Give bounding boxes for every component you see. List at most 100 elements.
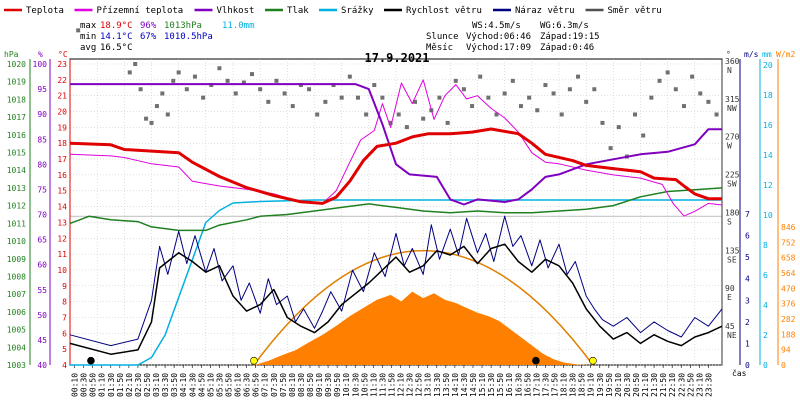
direction-degree-label: 360 bbox=[725, 57, 740, 66]
x-tick-label: 12:10 bbox=[397, 373, 406, 397]
wind-direction-point bbox=[133, 62, 138, 66]
x-tick-label: 22:50 bbox=[686, 373, 695, 397]
solar-tick-label: 282 bbox=[781, 315, 796, 324]
x-tick-label: 16:50 bbox=[523, 373, 532, 397]
x-tick-label: 13:30 bbox=[433, 373, 442, 397]
wind-direction-point bbox=[171, 78, 176, 83]
legend-label: Vlhkost bbox=[217, 6, 255, 16]
x-tick-label: 23:10 bbox=[695, 373, 704, 397]
sun-moon-block: WS:4.5m/s WG:6.3m/s Slunce Východ:06:46 … bbox=[426, 21, 600, 53]
x-tick-label: 08:50 bbox=[306, 373, 315, 397]
wind-speed-tick-label: 1 bbox=[745, 339, 750, 348]
stat-min-temp: 14.1°C bbox=[100, 32, 133, 42]
x-tick-label: 20:50 bbox=[632, 373, 641, 397]
x-tick-label: 02:10 bbox=[125, 373, 134, 397]
wind-direction-point bbox=[714, 112, 719, 117]
x-tick-label: 23:30 bbox=[704, 373, 713, 397]
x-tick-label: 06:10 bbox=[234, 373, 243, 397]
x-tick-label: 03:50 bbox=[170, 373, 179, 397]
wind-direction-point bbox=[673, 87, 678, 92]
wind-direction-point bbox=[201, 95, 206, 100]
wind-direction-point bbox=[266, 99, 271, 104]
stat-max-press: 1013hPa bbox=[164, 21, 202, 31]
pressure-tick-label: 1018 bbox=[7, 95, 26, 104]
wind-direction-point bbox=[600, 120, 605, 125]
humidity-tick-label: 95 bbox=[37, 85, 47, 94]
wind-direction-point bbox=[149, 120, 154, 125]
unit-time: čas bbox=[732, 368, 747, 378]
stat-avg-label: avg bbox=[80, 43, 96, 53]
wind-direction-point bbox=[576, 74, 581, 79]
x-tick-label: 04:10 bbox=[179, 373, 188, 397]
wind-direction-point bbox=[355, 95, 360, 100]
temperature-tick-label: 11 bbox=[57, 250, 67, 259]
temperature-tick-label: 18 bbox=[57, 139, 67, 148]
unit-hpa: hPa bbox=[4, 50, 19, 59]
wind-direction-point bbox=[413, 99, 418, 104]
stat-min-press: 1010.5hPa bbox=[164, 32, 213, 42]
legend-label: Tlak bbox=[287, 6, 309, 16]
stat-max-temp: 18.9°C bbox=[100, 21, 133, 31]
pressure-tick-label: 1015 bbox=[7, 149, 26, 158]
rain-tick-label: 12 bbox=[763, 181, 773, 190]
sun-rise: Východ:06:46 bbox=[466, 32, 531, 42]
x-tick-label: 15:50 bbox=[496, 373, 505, 397]
wind-direction-point bbox=[665, 70, 670, 75]
temperature-tick-label: 22 bbox=[57, 76, 67, 85]
x-tick-label: 20:10 bbox=[614, 373, 623, 397]
wind-direction-point bbox=[144, 116, 149, 121]
direction-cardinal-label: SW bbox=[727, 180, 737, 189]
moon-label: Měsíc bbox=[426, 43, 453, 53]
rain-tick-label: 2 bbox=[763, 331, 768, 340]
direction-cardinal-label: S bbox=[727, 217, 732, 226]
legend-label: Teplota bbox=[26, 6, 64, 16]
stat-avg-temp: 16.5°C bbox=[100, 43, 133, 53]
humidity-tick-label: 65 bbox=[37, 236, 47, 245]
series-wind-speed-line bbox=[69, 243, 723, 355]
legend-label: Náraz větru bbox=[515, 6, 575, 16]
temperature-tick-label: 13 bbox=[57, 218, 67, 227]
pressure-tick-label: 1004 bbox=[7, 343, 26, 352]
x-tick-label: 07:50 bbox=[279, 373, 288, 397]
x-tick-label: 22:10 bbox=[668, 373, 677, 397]
direction-degree-label: 90 bbox=[725, 284, 735, 293]
sunrise-marker bbox=[250, 356, 258, 365]
temperature-tick-label: 12 bbox=[57, 234, 67, 243]
wind-direction-point bbox=[323, 99, 328, 104]
unit-labels: hPa % °C ° m/s mm W/m2 čas bbox=[4, 50, 795, 378]
stats-block: max 18.9°C 96% 1013hPa 11.0mm min 14.1°C… bbox=[80, 21, 255, 53]
humidity-tick-label: 100 bbox=[33, 60, 48, 69]
wind-direction-point bbox=[518, 104, 523, 109]
wind-direction-point bbox=[527, 95, 532, 100]
wind-direction-point bbox=[510, 78, 515, 83]
wind-direction-point bbox=[608, 146, 613, 151]
humidity-tick-label: 90 bbox=[37, 110, 47, 119]
series-ground-temp-line bbox=[69, 79, 723, 217]
wind-direction-point bbox=[274, 78, 279, 83]
wind-direction-point bbox=[138, 87, 143, 92]
moonrise-marker bbox=[532, 356, 540, 365]
wind-direction-point bbox=[307, 87, 312, 92]
sun-label: Slunce bbox=[426, 32, 459, 42]
solar-tick-label: 658 bbox=[781, 254, 796, 263]
x-tick-label: 03:10 bbox=[152, 373, 161, 397]
direction-cardinal-label: W bbox=[727, 142, 732, 151]
wind-direction-point bbox=[339, 95, 344, 100]
x-tick-label: 10:30 bbox=[351, 373, 360, 397]
series-sun-path bbox=[253, 250, 594, 366]
wind-direction-point bbox=[176, 70, 181, 75]
pressure-tick-label: 1010 bbox=[7, 237, 26, 246]
humidity-tick-label: 40 bbox=[37, 361, 47, 370]
wind-speed-tick-label: 4 bbox=[745, 275, 750, 284]
x-tick-label: 11:10 bbox=[369, 373, 378, 397]
wind-speed-tick-label: 0 bbox=[745, 361, 750, 370]
direction-cardinal-label: NE bbox=[727, 331, 737, 340]
sunset-marker bbox=[589, 356, 597, 365]
temperature-tick-label: 15 bbox=[57, 187, 67, 196]
wind-direction-point bbox=[421, 116, 426, 121]
x-tick-label: 19:30 bbox=[596, 373, 605, 397]
humidity-tick-label: 85 bbox=[37, 135, 47, 144]
x-tick-label: 07:10 bbox=[261, 373, 270, 397]
temperature-tick-label: 23 bbox=[57, 60, 67, 69]
